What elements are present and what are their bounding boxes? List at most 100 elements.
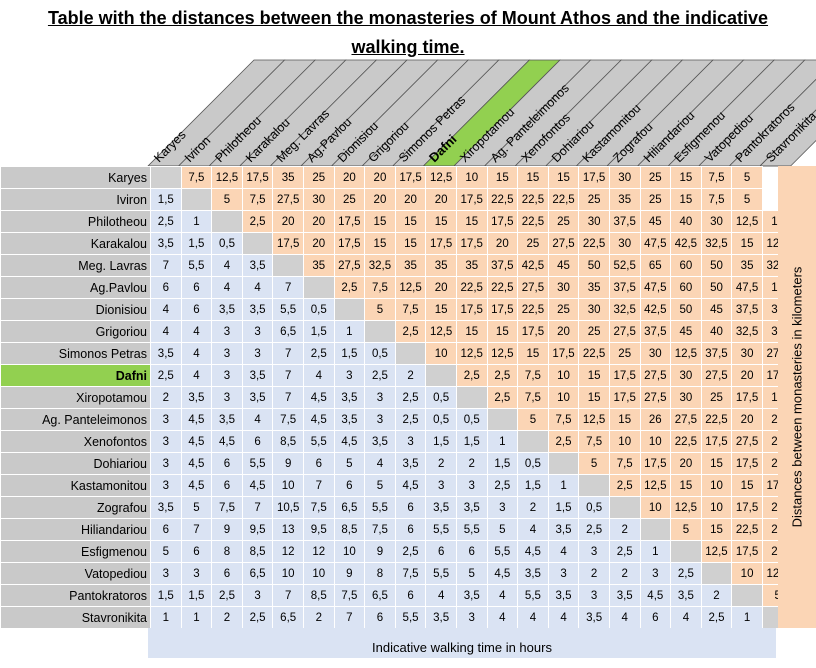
table-cell: 3 — [364, 408, 396, 431]
table-cell: 7,5 — [272, 408, 304, 431]
table-cell: 7 — [272, 276, 304, 299]
table-cell: 5 — [670, 518, 702, 541]
table-cell: 22,5 — [700, 408, 733, 431]
table-cell: 4 — [547, 606, 580, 629]
table-cell: 3 — [211, 364, 243, 387]
table-cell: 22,5 — [517, 188, 549, 211]
table-cell: 35 — [578, 276, 610, 299]
table-cell: 35 — [272, 166, 304, 189]
table-cell: 5 — [180, 496, 213, 519]
table-cell: 8 — [364, 562, 396, 585]
table-cell: 17,5 — [608, 364, 641, 387]
table-cell: 7,5 — [394, 298, 427, 321]
table-cell: 27,5 — [547, 232, 580, 255]
table-cell: 10,5 — [272, 496, 304, 519]
table-cell: 7,5 — [364, 518, 396, 541]
table-cell: 3 — [211, 386, 243, 409]
table-cell: 22,5 — [486, 188, 519, 211]
table-cell: 15 — [394, 210, 427, 233]
table-cell: 15 — [364, 210, 396, 233]
diagonal-cell — [639, 518, 672, 541]
table-cell: 35 — [731, 254, 763, 277]
table-cell: 15 — [670, 474, 702, 497]
table-cell: 17,5 — [547, 342, 580, 365]
table-cell: 4 — [670, 606, 702, 629]
table-cell: 3,5 — [455, 496, 488, 519]
table-cell: 9 — [364, 540, 396, 563]
table-cell: 20 — [333, 166, 366, 189]
table-cell: 12,5 — [639, 474, 672, 497]
table-cell: 6 — [180, 298, 213, 321]
table-cell: 20 — [302, 210, 335, 233]
table-cell: 1,5 — [425, 430, 457, 453]
table-cell: 20 — [272, 210, 304, 233]
title-line-2: walking time. — [351, 37, 465, 57]
table-cell: 7,5 — [547, 408, 580, 431]
table-cell: 8,5 — [302, 584, 335, 607]
table-cell: 0,5 — [578, 496, 610, 519]
row-header: Dohiariou — [0, 452, 151, 475]
table-cell: 17,5 — [455, 232, 488, 255]
table-cell: 30 — [547, 276, 580, 299]
table-cell: 2,5 — [547, 430, 580, 453]
table-cell: 3 — [241, 342, 274, 365]
table-cell: 45 — [670, 320, 702, 343]
table-row: Karyes 7,5 12,5 17,5 35 25 20 20 17,5 12,5 10 15 15 1… — [0, 166, 793, 189]
table-cell: 15 — [670, 188, 702, 211]
table-cell: 15 — [517, 342, 549, 365]
table-cell: 2,5 — [394, 320, 427, 343]
table-cell: 22,5 — [517, 298, 549, 321]
table-cell: 2,5 — [608, 474, 641, 497]
table-cell: 5 — [578, 452, 610, 475]
table-cell: 2 — [150, 386, 182, 409]
table-cell: 4,5 — [180, 430, 213, 453]
table-cell: 27,5 — [670, 408, 702, 431]
table-cell: 6,5 — [333, 496, 366, 519]
table-cell: 2,5 — [608, 540, 641, 563]
table-cell: 3 — [150, 562, 182, 585]
table-cell: 4 — [486, 606, 519, 629]
table-cell: 3 — [150, 474, 182, 497]
row-header: Xenofontos — [0, 430, 151, 453]
table-cell: 12 — [302, 540, 335, 563]
table-cell: 15 — [700, 518, 733, 541]
table-cell: 20 — [486, 232, 519, 255]
table-cell: 12,5 — [670, 342, 702, 365]
table-cell: 6,5 — [241, 562, 274, 585]
row-header: Grigoriou — [0, 320, 151, 343]
table-cell: 20 — [670, 452, 702, 475]
table-cell: 15 — [608, 408, 641, 431]
diagonal-cell — [425, 364, 457, 387]
table-cell: 7 — [333, 606, 366, 629]
table-cell: 60 — [670, 276, 702, 299]
table-cell: 3 — [425, 474, 457, 497]
table-cell: 10 — [547, 386, 580, 409]
table-cell: 0,5 — [517, 452, 549, 475]
table-cell: 12,5 — [731, 210, 763, 233]
table-cell: 3,5 — [364, 430, 396, 453]
table-cell: 7,5 — [517, 386, 549, 409]
row-header: Xiropotamou — [0, 386, 151, 409]
table-cell: 10 — [425, 342, 457, 365]
table-cell: 7,5 — [517, 364, 549, 387]
table-cell: 27,5 — [272, 188, 304, 211]
row-header: Karyes — [0, 166, 151, 189]
table-cell: 7 — [272, 342, 304, 365]
table-cell: 25 — [639, 166, 672, 189]
table-cell: 1,5 — [333, 342, 366, 365]
table-cell: 4 — [211, 276, 243, 299]
table-cell: 7,5 — [608, 452, 641, 475]
distance-axis-label: Distances between monasteries in kilomet… — [778, 166, 816, 628]
table-cell: 4 — [608, 606, 641, 629]
table-cell: 3,5 — [150, 496, 182, 519]
table-cell: 6,5 — [272, 320, 304, 343]
table-cell: 5,5 — [241, 452, 274, 475]
table-cell: 20 — [731, 364, 763, 387]
table-cell: 15 — [455, 320, 488, 343]
table-cell: 12,5 — [670, 496, 702, 519]
table-cell: 15 — [547, 166, 580, 189]
table-cell: 32,5 — [608, 298, 641, 321]
table-cell: 0,5 — [302, 298, 335, 321]
table-cell: 47,5 — [639, 276, 672, 299]
table-cell: 1 — [180, 210, 213, 233]
